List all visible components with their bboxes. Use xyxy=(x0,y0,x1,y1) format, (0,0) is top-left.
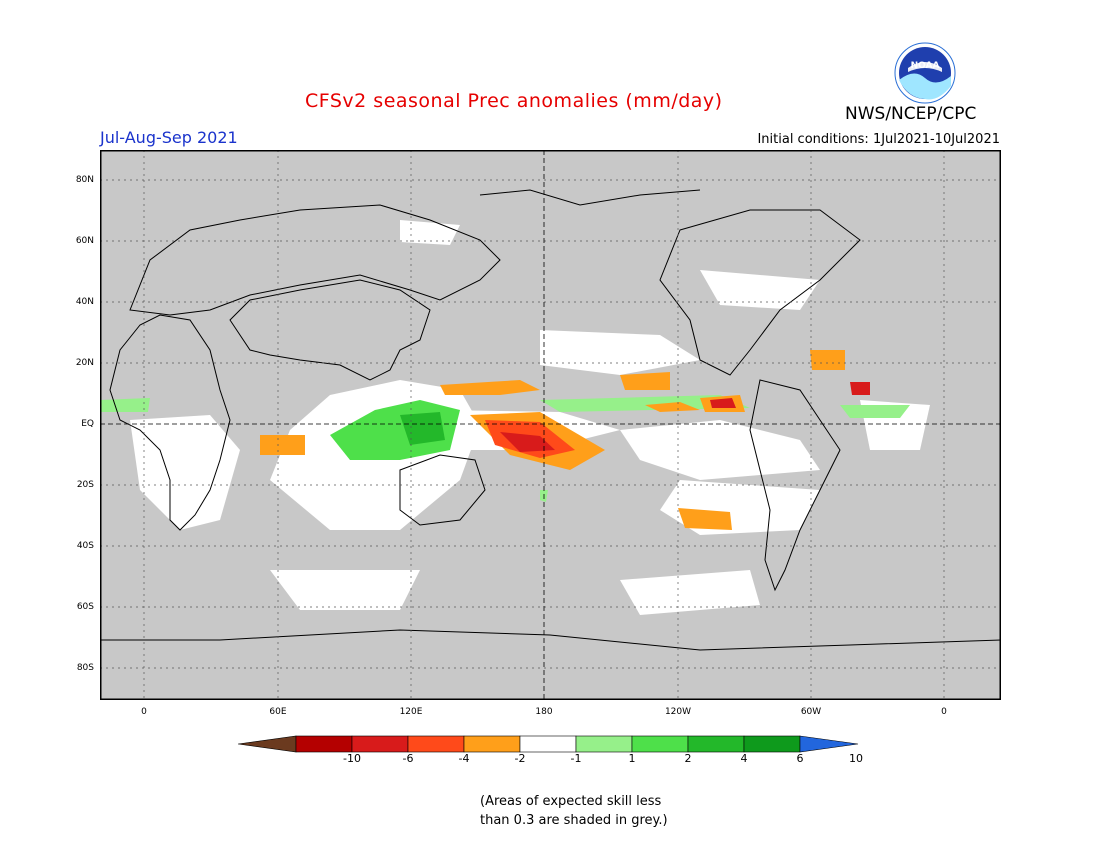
legend-tick-label: -2 xyxy=(514,752,526,765)
legend-tick-label: 1 xyxy=(628,752,636,765)
legend-arrow-low xyxy=(238,735,297,753)
legend-tick-label: 6 xyxy=(796,752,804,765)
world-map xyxy=(100,150,1001,700)
lat-label-80n: 80N xyxy=(75,175,94,185)
legend-tick-label: 4 xyxy=(740,752,748,765)
legend-tick-label: 10 xyxy=(849,752,863,765)
legend-swatch xyxy=(351,735,409,753)
lon-label-0-east: 0 xyxy=(941,707,947,717)
dry-anomaly-regions xyxy=(260,350,870,530)
lon-label-120e: 120E xyxy=(399,707,423,717)
legend-swatch xyxy=(687,735,745,753)
legend-colorbar xyxy=(238,735,859,753)
lat-label-60n: 60N xyxy=(75,236,94,246)
legend-swatch xyxy=(295,735,353,753)
legend-tick-label: -6 xyxy=(402,752,414,765)
footnote: (Areas of expected skill less than 0.3 a… xyxy=(480,792,668,830)
lat-label-40n: 40N xyxy=(75,297,94,307)
legend-tick-label: 2 xyxy=(684,752,692,765)
lon-label-60w: 60W xyxy=(800,707,822,717)
agency-label: NWS/NCEP/CPC xyxy=(845,104,977,124)
initial-conditions-label: Initial conditions: 1Jul2021-10Jul2021 xyxy=(757,132,1000,147)
legend-swatch xyxy=(407,735,465,753)
coastlines xyxy=(100,189,1001,651)
lon-label-180: 180 xyxy=(535,707,553,717)
lat-label-40s: 40S xyxy=(76,541,94,551)
lat-label-80s: 80S xyxy=(76,663,94,673)
legend-arrow-high xyxy=(799,735,859,753)
legend-swatch xyxy=(743,735,801,753)
map-title: CFSv2 seasonal Prec anomalies (mm/day) xyxy=(305,90,723,112)
legend-tick-label: -4 xyxy=(458,752,470,765)
lat-label-60s: 60S xyxy=(76,602,94,612)
graticule xyxy=(100,150,1001,700)
noaa-logo: NOAA xyxy=(894,42,956,104)
legend-swatch xyxy=(463,735,521,753)
lat-label-20s: 20S xyxy=(76,480,94,490)
lon-label-0-west: 0 xyxy=(141,707,147,717)
legend-tick-label: -10 xyxy=(343,752,361,765)
lon-label-60e: 60E xyxy=(269,707,287,717)
logo-text: NOAA xyxy=(911,61,940,71)
lon-label-120w: 120W xyxy=(664,707,692,717)
wet-anomaly-regions xyxy=(100,395,910,502)
footnote-line-1: (Areas of expected skill less xyxy=(480,794,662,809)
season-label: Jul-Aug-Sep 2021 xyxy=(100,128,238,147)
legend-tick-label: -1 xyxy=(570,752,582,765)
legend-swatch xyxy=(575,735,633,753)
lat-label-20n: 20N xyxy=(75,358,94,368)
legend-swatch xyxy=(519,735,577,753)
lat-label-eq: EQ xyxy=(81,419,94,429)
footnote-line-2: than 0.3 are shaded in grey.) xyxy=(480,813,668,828)
legend-swatch xyxy=(631,735,689,753)
map-frame xyxy=(100,150,1001,700)
